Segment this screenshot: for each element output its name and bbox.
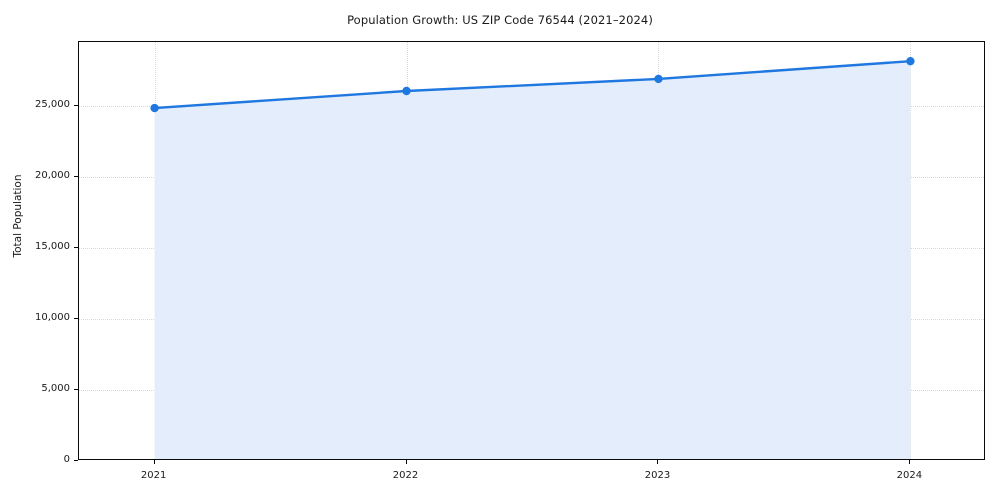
y-tick-mark [74, 388, 78, 390]
y-tick-mark [74, 175, 78, 177]
y-axis-label: Total Population [12, 174, 24, 258]
y-tick-mark [74, 317, 78, 319]
x-tick-label: 2024 [896, 470, 923, 481]
plot-inner [79, 42, 984, 459]
series-line [153, 59, 912, 110]
y-tick-label: 25,000 [35, 98, 70, 110]
x-tick-label: 2022 [392, 470, 419, 481]
y-tick-label: 10,000 [35, 311, 70, 323]
x-tick-mark [153, 460, 155, 464]
y-tick-mark [74, 104, 78, 106]
data-point-marker[interactable] [402, 86, 411, 96]
x-tick-mark [909, 460, 911, 464]
x-tick-label: 2021 [140, 470, 167, 481]
chart-title: Population Growth: US ZIP Code 76544 (20… [347, 13, 653, 27]
series-area-fill [154, 61, 911, 459]
data-point-marker[interactable] [654, 74, 663, 84]
y-tick-mark [74, 460, 78, 461]
series-svg [150, 56, 915, 459]
gridline-vertical [910, 42, 912, 459]
x-tick-mark [657, 460, 659, 464]
y-tick-label: 20,000 [35, 169, 70, 181]
y-tick-label: 5,000 [41, 382, 70, 394]
x-tick-label: 2023 [644, 470, 671, 481]
y-tick-mark [74, 246, 78, 248]
x-tick-mark [405, 460, 407, 464]
plot-area [78, 41, 985, 460]
data-point-marker[interactable] [150, 103, 159, 113]
y-tick-label: 15,000 [35, 240, 70, 252]
y-tick-label: 0 [63, 454, 70, 465]
data-point-marker[interactable] [906, 56, 915, 66]
